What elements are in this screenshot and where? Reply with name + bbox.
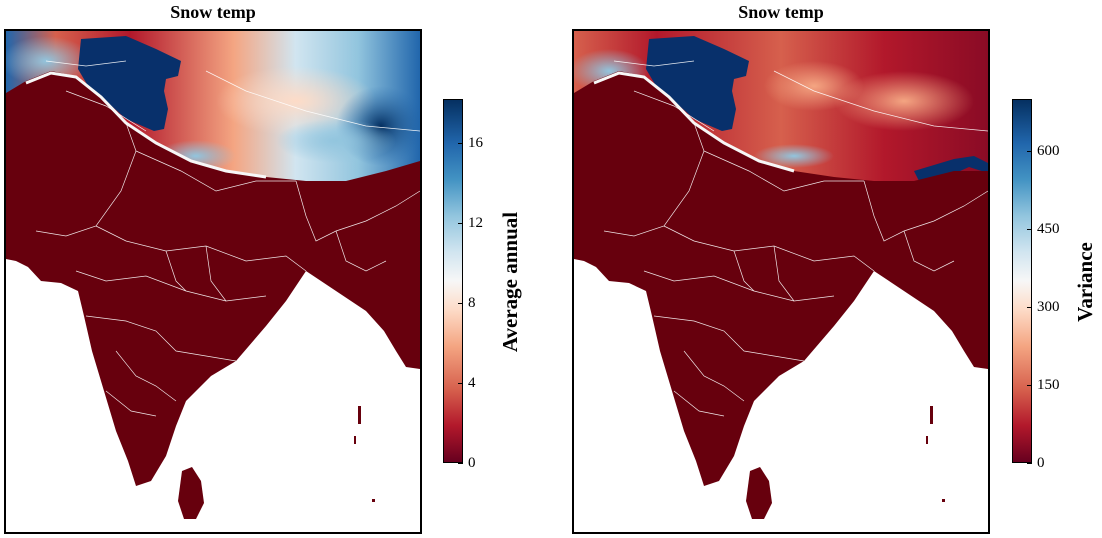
colorbar-tick-mark	[1027, 385, 1032, 386]
subcontinent-land	[6, 71, 420, 486]
right-colorbar	[1012, 99, 1032, 463]
left-map-title: Snow temp	[170, 2, 256, 22]
colorbar-tick-mark	[458, 303, 463, 304]
colorbar-tick-label: 150	[1037, 377, 1060, 393]
himalaya-front	[593, 71, 795, 173]
colorbar-tick-mark	[1027, 229, 1032, 230]
colorbar-tick-label: 16	[468, 135, 483, 151]
variance-patch	[834, 71, 974, 131]
right-colorbar-label: Variance	[1073, 242, 1097, 322]
island	[372, 499, 375, 502]
colorbar-tick-mark	[1027, 307, 1032, 308]
colorbar-tick-mark	[1027, 463, 1032, 464]
island	[926, 436, 928, 444]
colorbar-tick-label: 600	[1037, 143, 1060, 159]
colorbar-tick-mark	[1027, 151, 1032, 152]
colorbar-tick-label: 12	[468, 215, 483, 231]
subcontinent-land	[574, 71, 988, 486]
right-map-svg	[574, 31, 988, 519]
colorbar-tick-label: 450	[1037, 221, 1060, 237]
variance-patch	[754, 144, 834, 168]
colorbar-tick-label: 4	[468, 375, 476, 391]
colorbar-tick-mark	[458, 383, 463, 384]
eastern-high-strip	[914, 156, 988, 181]
island	[358, 406, 361, 424]
colorbar-tick-mark	[458, 143, 463, 144]
colorbar-tick-label: 0	[468, 455, 476, 471]
left-map-svg	[6, 31, 420, 519]
karakoram-high-region	[646, 36, 749, 131]
state-borders	[35, 60, 420, 417]
right-map-title: Snow temp	[738, 2, 824, 22]
right-map	[572, 29, 990, 534]
colorbar-tick-mark	[458, 463, 463, 464]
state-borders	[603, 60, 988, 417]
colorbar-tick-label: 8	[468, 295, 476, 311]
variance-patch	[764, 61, 864, 111]
left-colorbar-label: Average annual	[498, 211, 522, 353]
island	[930, 406, 933, 424]
snow-patch	[276, 119, 396, 163]
island	[354, 436, 356, 444]
island	[942, 499, 945, 502]
karakoram-high-region	[78, 36, 181, 131]
colorbar-tick-label: 0	[1037, 455, 1045, 471]
left-colorbar	[443, 99, 463, 463]
colorbar-tick-label: 300	[1037, 299, 1060, 315]
left-map	[4, 29, 422, 534]
sri-lanka	[178, 467, 204, 519]
colorbar-tick-mark	[458, 223, 463, 224]
sri-lanka	[746, 467, 772, 519]
